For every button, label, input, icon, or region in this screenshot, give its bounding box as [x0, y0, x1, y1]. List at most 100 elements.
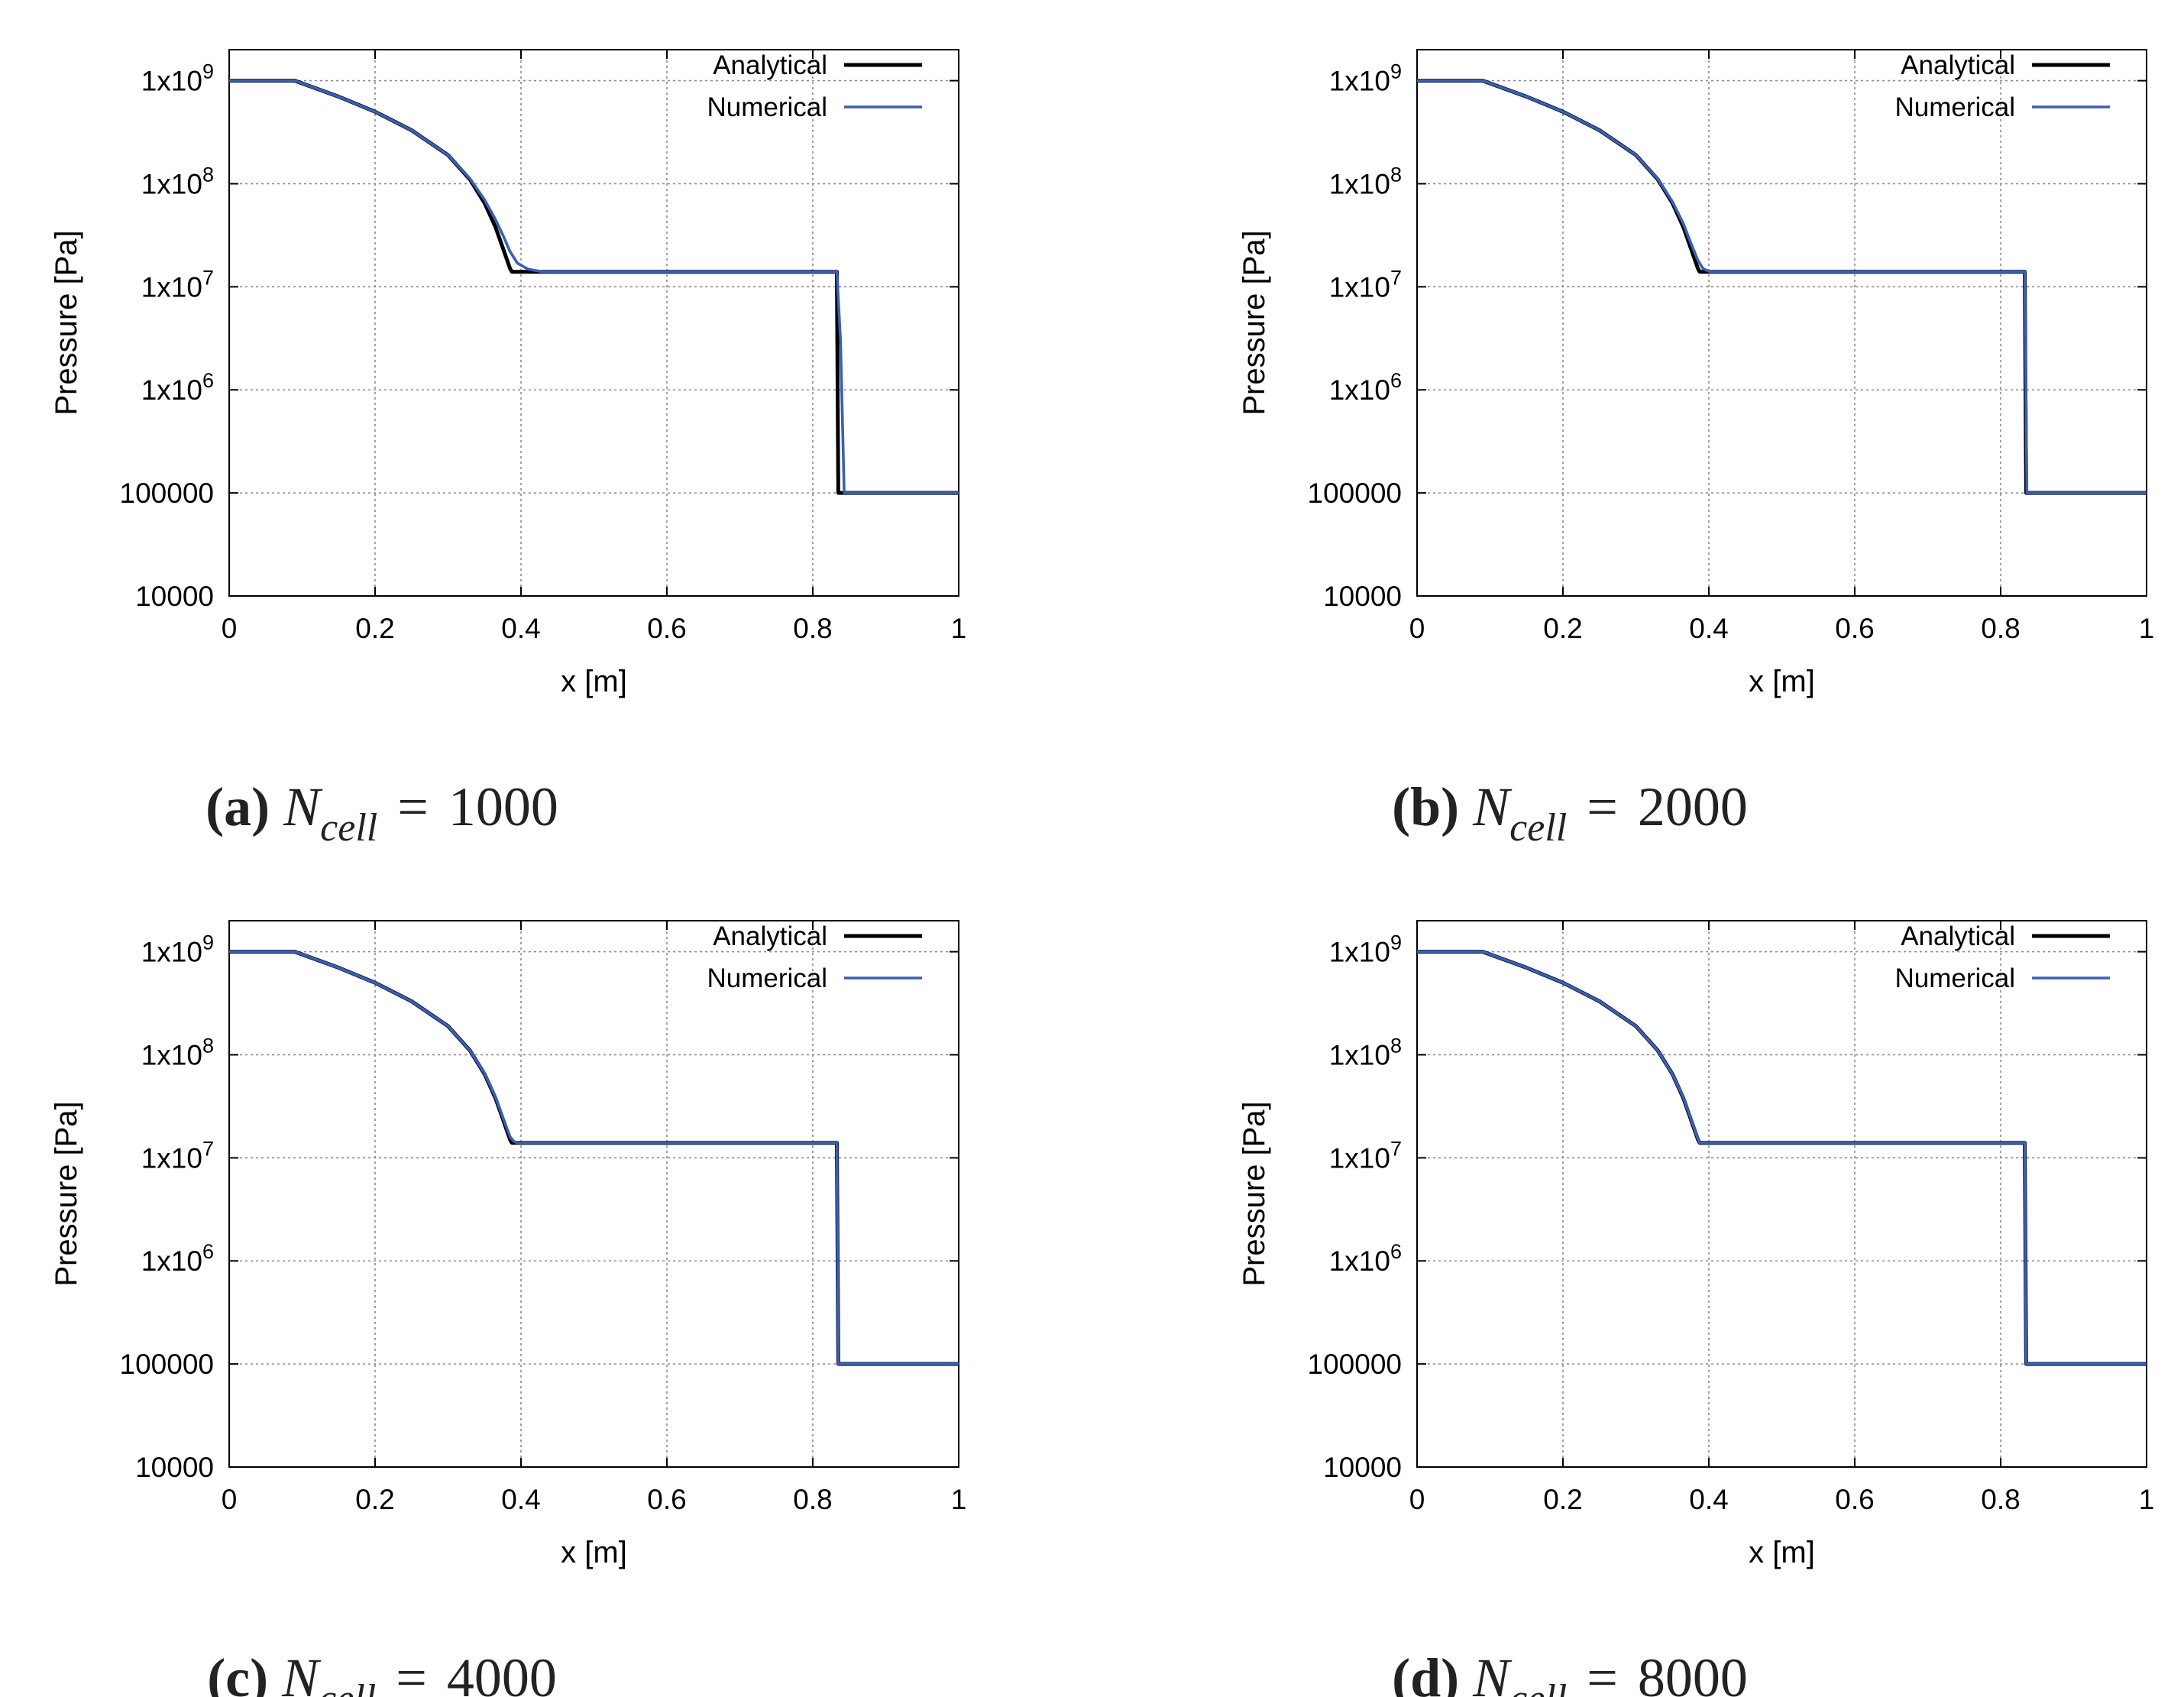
y-tick-exponent: 6 [202, 1240, 214, 1263]
subfigure-caption: (c) Ncell = 4000 [207, 1647, 557, 1697]
panel-a: 0 0.2 0.4 0.6 0.8 11x1091x1081x1071x106100000… [50, 49, 966, 850]
legend-label-numerical: Numerical [707, 963, 827, 993]
y-tick-mantissa: 10000 [1323, 581, 1402, 612]
subfigure-caption: (b) Ncell = 2000 [1392, 776, 1748, 850]
y-tick-exponent: 7 [1390, 1137, 1402, 1160]
y-tick-mantissa: 1x10 [141, 66, 202, 97]
caption-relation: = [1587, 1647, 1618, 1697]
y-tick-label: 1x108 [1329, 163, 1402, 199]
y-tick-exponent: 7 [202, 266, 214, 289]
panel-b: 0 0.2 0.4 0.6 0.8 11x1091x1081x1071x106100000… [1238, 49, 2154, 850]
x-tick-label: 0 [222, 613, 238, 644]
y-tick-mantissa: 1x10 [1329, 168, 1390, 199]
legend-label-analytical: Analytical [1901, 921, 2015, 951]
x-tick-label: 0.4 [501, 613, 540, 644]
y-tick-mantissa: 1x10 [141, 1245, 202, 1277]
y-tick-label: 10000 [1323, 1452, 1402, 1483]
x-axis-label: x [m] [1749, 1536, 1815, 1569]
y-tick-exponent: 8 [202, 1034, 214, 1057]
y-tick-mantissa: 1x10 [141, 1142, 202, 1174]
y-tick-mantissa: 100000 [1308, 478, 1402, 509]
legend-label-numerical: Numerical [707, 92, 827, 122]
y-tick-mantissa: 1x10 [141, 374, 202, 406]
panel-d: 0 0.2 0.4 0.6 0.8 11x1091x1081x1071x106100000… [1238, 920, 2155, 1697]
y-tick-mantissa: 1x10 [141, 271, 202, 303]
y-tick-label: 100000 [1308, 478, 1402, 509]
legend-label-analytical: Analytical [713, 50, 827, 80]
x-tick-label: 0.4 [501, 1484, 540, 1515]
series-group [1417, 79, 2147, 495]
caption-value: 4000 [447, 1647, 557, 1697]
x-axis-label: x [m] [561, 1536, 627, 1569]
x-tick-label: 0.2 [1543, 613, 1582, 644]
legend: Analytical Numerical [1894, 921, 2110, 993]
series-group [229, 79, 959, 495]
y-tick-label: 1x109 [141, 60, 214, 97]
caption-value: 2000 [1638, 776, 1748, 837]
legend-label-numerical: Numerical [1894, 92, 2015, 122]
y-tick-mantissa: 100000 [120, 478, 214, 509]
caption-symbol: N [1472, 776, 1513, 837]
y-tick-label: 1x106 [141, 1240, 214, 1277]
y-tick-exponent: 6 [202, 369, 214, 392]
y-tick-label: 1x109 [141, 931, 214, 968]
y-tick-label: 1x109 [1329, 931, 1402, 968]
plot-frame [228, 920, 959, 1468]
y-tick-label: 1x108 [141, 1034, 214, 1070]
legend: Analytical Numerical [707, 50, 922, 122]
y-tick-label: 1x108 [1329, 1034, 1402, 1070]
y-tick-mantissa: 10000 [135, 581, 214, 612]
y-tick-label: 100000 [120, 1349, 214, 1380]
caption-symbol: N [1472, 1647, 1513, 1697]
y-tick-mantissa: 1x10 [141, 1039, 202, 1070]
caption-label: (a) [205, 776, 270, 837]
caption-subscript: cell [1509, 806, 1567, 850]
series-group [1417, 950, 2147, 1366]
y-tick-label: 10000 [135, 1452, 214, 1483]
x-tick-label: 0.2 [1543, 1484, 1582, 1515]
y-tick-mantissa: 1x10 [1329, 937, 1390, 968]
legend-label-numerical: Numerical [1894, 963, 2015, 993]
y-tick-mantissa: 1x10 [1329, 1245, 1390, 1277]
y-tick-exponent: 8 [1390, 163, 1402, 186]
y-tick-label: 1x107 [141, 266, 214, 303]
series-group [229, 950, 959, 1366]
caption-relation: = [1587, 776, 1618, 837]
series-line-numerical [229, 79, 959, 494]
plot-frame [1416, 49, 2147, 597]
plot-frame [228, 49, 959, 597]
y-tick-label: 100000 [1308, 1349, 1402, 1380]
x-axis-label: x [m] [1749, 665, 1815, 698]
y-tick-label: 1x109 [1329, 60, 1402, 97]
y-tick-mantissa: 1x10 [141, 168, 202, 199]
subfigure-caption: (a) Ncell = 1000 [205, 776, 558, 850]
y-axis-label: Pressure [Pa] [1238, 230, 1271, 415]
y-tick-mantissa: 100000 [1308, 1349, 1402, 1380]
panel-c: 0 0.2 0.4 0.6 0.8 11x1091x1081x1071x106100000… [50, 920, 967, 1697]
caption-subscript: cell [320, 806, 377, 850]
x-tick-label: 1 [951, 1484, 967, 1515]
grid [229, 921, 959, 1467]
x-tick-label: 0 [222, 1484, 238, 1515]
caption-subscript: cell [319, 1677, 376, 1697]
y-tick-mantissa: 1x10 [1329, 374, 1390, 406]
grid [1417, 921, 2147, 1467]
x-tick-label: 0 [1409, 613, 1425, 644]
legend-label-analytical: Analytical [1901, 50, 2015, 80]
caption-relation: = [396, 1647, 427, 1697]
x-tick-label: 1 [2139, 1484, 2155, 1515]
series-line-numerical [229, 950, 959, 1365]
x-tick-label: 0.4 [1689, 613, 1728, 644]
y-tick-label: 1x106 [1329, 369, 1402, 406]
y-tick-mantissa: 1x10 [141, 937, 202, 968]
caption-label: (c) [207, 1647, 268, 1697]
y-tick-exponent: 8 [202, 163, 214, 186]
y-tick-exponent: 9 [202, 60, 214, 83]
y-tick-label: 1x107 [1329, 266, 1402, 303]
y-tick-exponent: 9 [1390, 60, 1402, 83]
caption-value: 8000 [1638, 1647, 1748, 1697]
y-tick-mantissa: 100000 [120, 1349, 214, 1380]
caption-symbol: N [281, 1647, 322, 1697]
caption-label: (d) [1392, 1647, 1459, 1697]
